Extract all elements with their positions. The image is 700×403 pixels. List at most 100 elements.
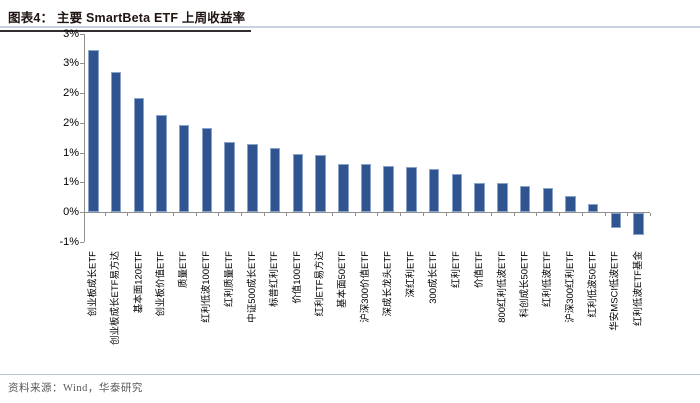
x-axis-category-label: 深红利ETF	[405, 251, 417, 298]
y-axis-tick	[80, 152, 84, 154]
x-axis-line	[84, 212, 650, 213]
chart-title-block: 图表4： 主要 SmartBeta ETF 上周收益率	[0, 7, 252, 32]
x-axis-category-label: 红利低波50ETF	[587, 251, 599, 318]
x-axis-category-label: 基本面50ETF	[337, 251, 349, 309]
x-axis-tick	[422, 213, 424, 216]
x-axis-tick	[445, 213, 447, 216]
x-axis-category-label: 红利ETF	[450, 251, 462, 288]
x-axis-tick	[490, 213, 492, 216]
x-axis-category-label: 基本面120ETF	[132, 251, 144, 314]
bar	[428, 168, 440, 212]
x-axis-category-label: 红利ETF易方达	[314, 251, 326, 317]
bar	[269, 147, 281, 212]
bar	[156, 115, 167, 212]
y-axis-tick	[80, 33, 84, 35]
x-axis-tick	[150, 213, 152, 216]
bar	[201, 127, 213, 212]
y-axis-tick-label: 0%	[63, 206, 79, 218]
x-axis-tick	[241, 213, 243, 216]
x-axis-tick	[127, 213, 129, 216]
x-axis-tick	[309, 213, 311, 216]
bar	[247, 143, 258, 212]
bar	[110, 71, 122, 212]
bar	[224, 141, 235, 212]
y-axis-tick-label: 1%	[63, 176, 79, 189]
x-axis-tick	[604, 213, 606, 216]
y-axis-tick	[80, 63, 84, 65]
y-axis-tick	[80, 212, 84, 213]
x-axis-category-label: 价值ETF	[473, 251, 485, 288]
bar	[542, 188, 553, 212]
y-axis-tick-label: 3%	[63, 27, 79, 40]
bar	[338, 163, 349, 212]
x-axis-tick	[331, 213, 333, 216]
x-axis-category-label: 科创成长50ETF	[519, 251, 531, 318]
y-axis-tick-label: 1%	[63, 146, 79, 159]
bar	[565, 195, 576, 212]
x-axis-category-label: 沪深300红利ETF	[564, 251, 576, 323]
bar	[406, 166, 417, 212]
bar	[88, 50, 99, 212]
x-axis-tick	[627, 213, 629, 216]
x-axis-category-label: 红利低波100ETF	[200, 251, 212, 323]
x-axis-tick	[581, 213, 583, 216]
x-axis-category-label: 创业板成长ETF易方达	[110, 251, 122, 345]
bar	[451, 173, 463, 212]
bar	[519, 186, 531, 212]
x-axis-tick	[650, 213, 651, 216]
x-axis-category-label: 华安MSCI低波ETF	[609, 251, 621, 331]
y-axis-tick-label: 2%	[63, 87, 79, 99]
bar	[474, 182, 485, 212]
source-note: 资料来源：Wind，华泰研究	[8, 383, 143, 394]
x-axis-category-label: 300成长ETF	[428, 251, 440, 304]
y-axis-tick-label: 2%	[63, 116, 79, 129]
x-axis-tick	[354, 213, 356, 216]
chart-title: 图表4： 主要 SmartBeta ETF 上周收益率	[8, 11, 246, 25]
bar	[178, 125, 190, 212]
x-axis-tick	[377, 213, 379, 216]
x-axis-tick	[536, 213, 538, 216]
bar	[633, 213, 644, 235]
x-axis-tick	[104, 213, 106, 216]
x-axis-tick	[218, 213, 220, 216]
x-axis-tick	[172, 213, 174, 216]
bar	[315, 154, 326, 212]
y-axis-tick	[80, 241, 84, 243]
x-axis-category-label: 红利低波ETF	[541, 251, 553, 307]
y-axis-tick	[80, 182, 84, 184]
x-axis-category-label: 深成长龙头ETF	[382, 251, 394, 317]
x-axis-tick	[263, 213, 265, 216]
x-axis-tick	[400, 213, 402, 216]
bar	[587, 203, 599, 212]
x-axis-category-label: 800红利低波ETF	[496, 251, 508, 323]
x-axis-category-label: 价值100ETF	[291, 251, 303, 304]
y-axis-line	[84, 33, 85, 242]
x-axis-category-label: 红利低波ETF基金	[632, 251, 644, 326]
bar	[360, 163, 372, 212]
x-axis-tick	[195, 213, 197, 216]
bar	[133, 98, 145, 212]
x-axis-category-label: 沪深300价值ETF	[360, 251, 371, 323]
bar	[497, 183, 508, 212]
x-axis-category-label: 创业板成长ETF	[87, 251, 99, 317]
y-axis-tick-label: -1%	[59, 235, 79, 248]
bar	[610, 213, 622, 228]
x-axis-tick	[513, 213, 515, 216]
bar	[292, 153, 304, 212]
x-axis-category-label: 中证500成长ETF	[246, 251, 258, 323]
y-axis-tick	[80, 93, 84, 94]
bar	[383, 165, 394, 212]
footer-divider-line	[0, 374, 700, 375]
x-axis-tick	[559, 213, 561, 216]
x-axis-category-label: 创业板价值ETF	[155, 251, 167, 317]
x-axis-tick	[286, 213, 288, 216]
header-divider-line	[0, 26, 700, 28]
x-axis-category-label: 质量ETF	[178, 251, 190, 288]
x-axis-tick	[468, 213, 470, 216]
x-axis-category-label: 标普红利ETF	[269, 251, 281, 307]
x-axis-category-label: 红利质量ETF	[223, 251, 235, 307]
y-axis-tick-label: 3%	[63, 57, 79, 70]
y-axis-tick	[80, 122, 84, 124]
